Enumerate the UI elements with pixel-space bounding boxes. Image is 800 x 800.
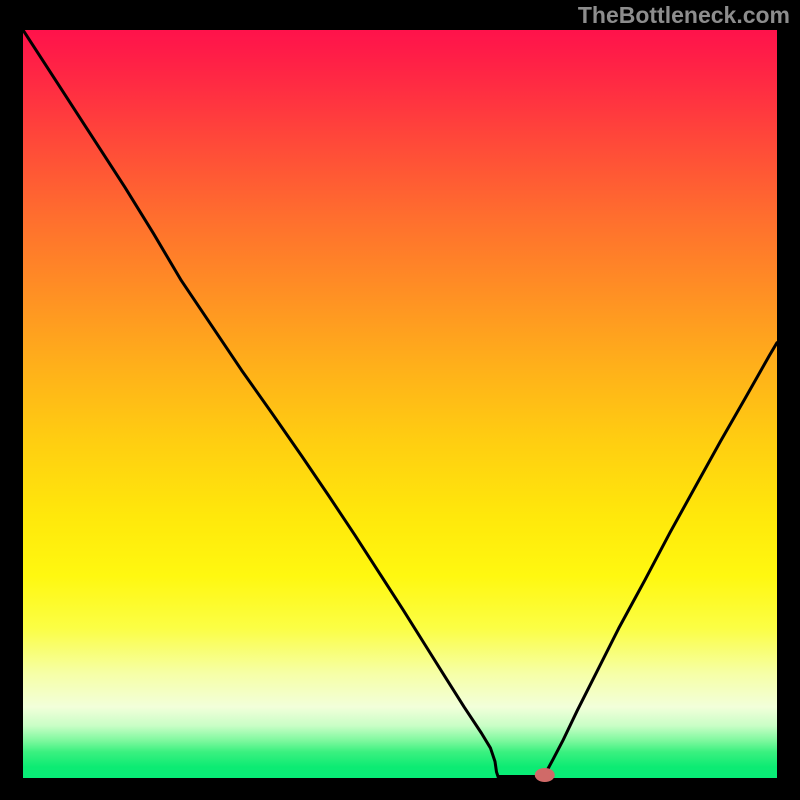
- bottleneck-curve-chart: [0, 0, 800, 800]
- watermark-text: TheBottleneck.com: [578, 2, 790, 29]
- gradient-background: [23, 30, 777, 778]
- optimal-point-marker: [535, 768, 555, 782]
- chart-container: TheBottleneck.com: [0, 0, 800, 800]
